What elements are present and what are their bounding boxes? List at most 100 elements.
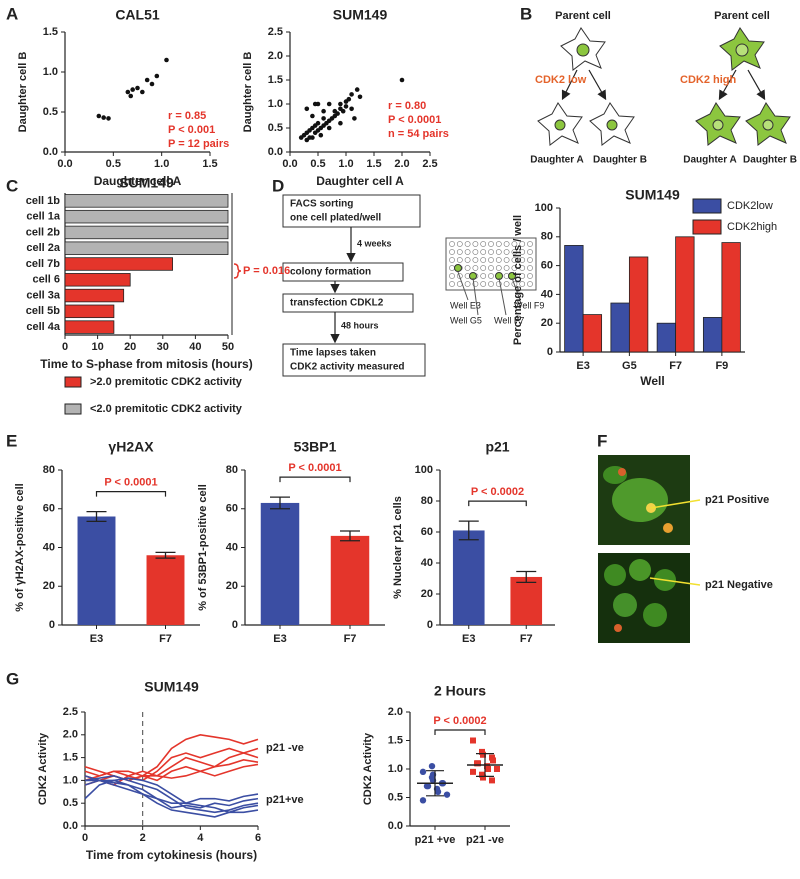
point [140, 89, 145, 95]
well [527, 249, 533, 255]
condition-label: CDK2 high [680, 74, 737, 86]
well [488, 241, 494, 247]
flow-text: Time lapses taken [290, 348, 376, 359]
well [503, 281, 510, 287]
well [449, 241, 455, 247]
well [488, 265, 494, 271]
annotation: n = 54 pairs [388, 128, 449, 140]
y-tick-label: 2.0 [268, 50, 283, 62]
cell-blob [629, 559, 651, 581]
point [96, 113, 102, 119]
y-tick-label: 0 [49, 619, 55, 631]
line [84, 759, 259, 782]
well [527, 257, 533, 263]
point [424, 782, 432, 790]
chart-title: SUM149 [144, 679, 199, 695]
significance-bracket [95, 491, 167, 497]
bar [564, 245, 584, 353]
nucleus [663, 523, 673, 533]
well [464, 257, 471, 263]
well [456, 249, 463, 255]
well [488, 249, 494, 255]
bar [64, 288, 125, 303]
bar [330, 535, 370, 625]
x-axis-label: Daughter cell A [94, 174, 182, 188]
point [349, 92, 354, 97]
x-tick-label: 1.0 [338, 158, 353, 170]
x-tick-label: 1.0 [154, 158, 169, 170]
y-tick-label: 40 [43, 541, 55, 553]
y-tick-label: 20 [421, 588, 433, 600]
x-tick-label: 0.5 [106, 158, 121, 170]
x-axis-label: Time to S-phase from mitosis (hours) [40, 357, 252, 371]
chart-title: 2 Hours [434, 683, 486, 699]
panel-label: C [6, 176, 18, 195]
cell-blob [643, 603, 667, 627]
well [472, 257, 479, 263]
point [135, 85, 140, 91]
x-tick-label: 30 [157, 341, 169, 353]
well [449, 257, 455, 263]
point [470, 737, 476, 744]
point [485, 766, 491, 772]
point [312, 101, 318, 107]
chart-title: SUM149 [333, 7, 388, 23]
x-tick-label: E3 [273, 633, 286, 645]
y-tick-label: cell 2b [26, 226, 61, 238]
well [527, 281, 533, 287]
panel-label: B [520, 4, 532, 23]
y-tick-label: 80 [226, 464, 238, 476]
bar [64, 257, 173, 271]
x-tick-label: E3 [90, 633, 103, 645]
y-tick-label: 0.0 [63, 820, 78, 832]
well [495, 249, 502, 255]
nucleus [614, 624, 622, 632]
y-tick-label: cell 3a [26, 289, 61, 301]
bar [260, 502, 300, 625]
well [511, 265, 518, 271]
point [490, 757, 496, 764]
nucleus [618, 468, 626, 476]
well [519, 281, 526, 287]
well [519, 241, 526, 247]
y-tick-label: 40 [541, 288, 553, 300]
y-tick-label: 80 [421, 495, 433, 507]
leader [472, 277, 479, 316]
flowchart: FACS sorting one cell plated/well 4 week… [282, 194, 544, 377]
point [304, 106, 310, 112]
point [149, 81, 155, 87]
y-axis-label: Daughter cell B [17, 52, 29, 133]
well [519, 273, 526, 279]
y-tick-label: 1.0 [388, 763, 403, 775]
x-tick-label: F7 [520, 633, 533, 645]
flow-arrow-label: 48 hours [341, 320, 379, 330]
y-tick-label: 60 [226, 503, 238, 515]
y-tick-label: 0.5 [43, 106, 58, 118]
cell-blob [613, 593, 637, 617]
x-tick-label: E3 [576, 360, 589, 372]
y-tick-label: 0.5 [268, 122, 283, 134]
bar [64, 320, 115, 334]
line [85, 779, 259, 804]
line [84, 775, 259, 818]
flow-box [282, 262, 404, 282]
y-tick-label: 60 [541, 260, 553, 272]
point [357, 94, 363, 100]
point [321, 116, 326, 121]
y-tick-label: 1.5 [388, 734, 403, 746]
legend-swatch [64, 403, 82, 415]
flow-text: FACS sorting [290, 199, 353, 210]
arrow [588, 69, 607, 101]
y-tick-label: 0.0 [388, 820, 403, 832]
x-tick-label: 2.5 [422, 158, 437, 170]
nucleus [576, 43, 590, 57]
chart-title: γH2AX [108, 439, 154, 455]
chart-title: p21 [485, 439, 509, 455]
y-tick-label: cell 6 [32, 274, 60, 286]
point [352, 116, 357, 121]
y-tick-label: cell 4a [26, 321, 61, 333]
well [495, 241, 502, 247]
bar [64, 304, 115, 319]
chart-title: CAL51 [115, 7, 160, 23]
point [343, 104, 349, 109]
